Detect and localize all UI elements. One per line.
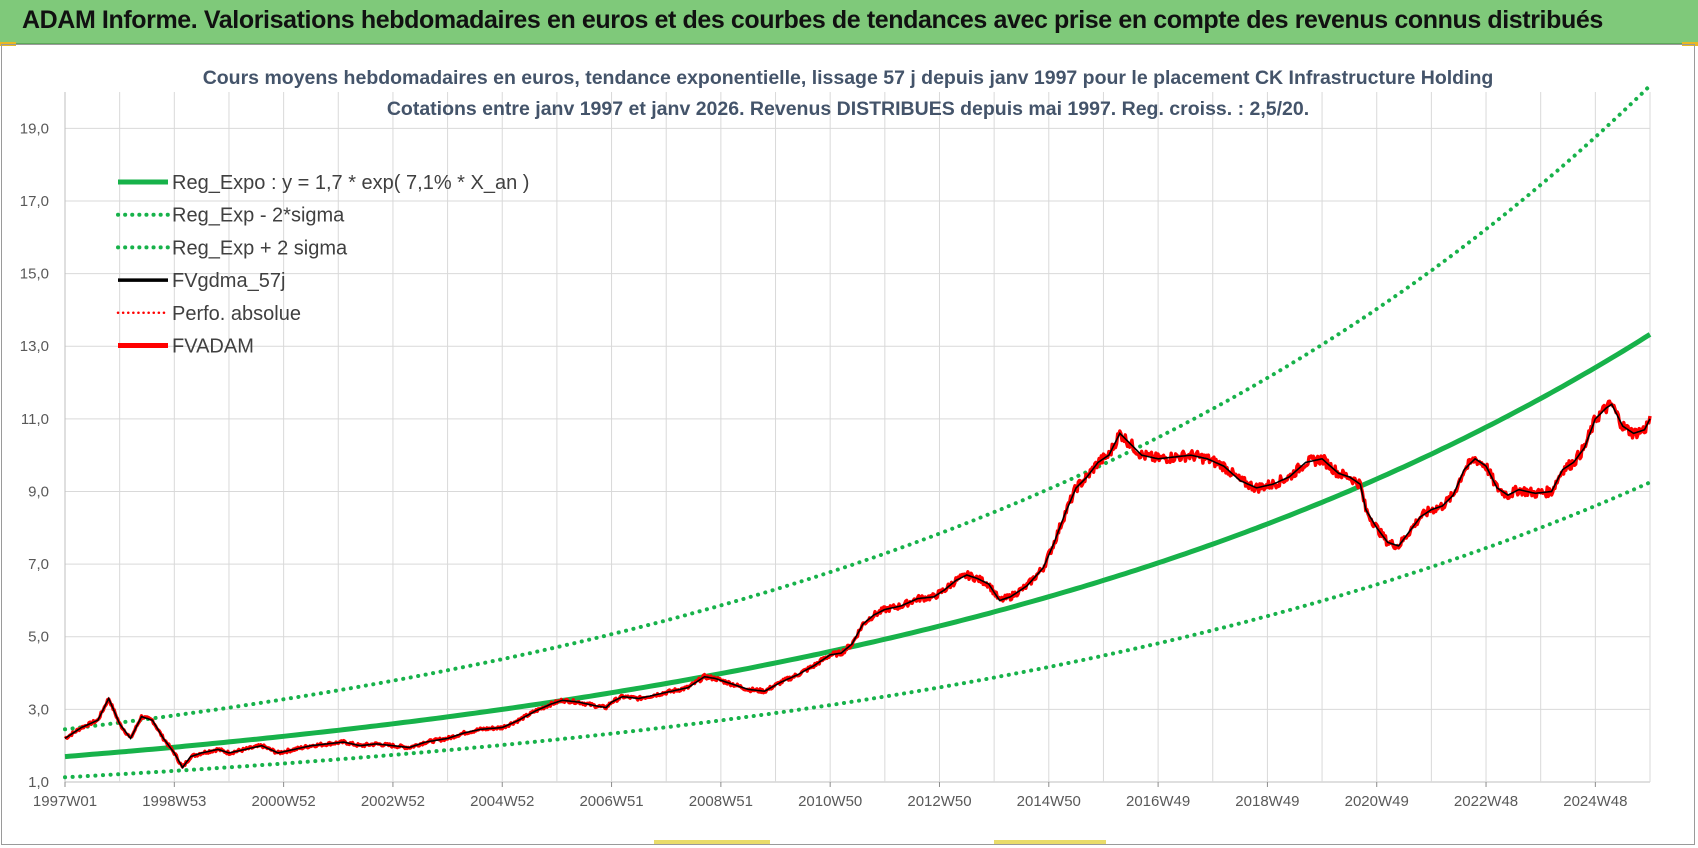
- chart-canvas: 1,0 3,0 5,0 7,0 9,0 11,0 13,0 15,0 17,0 19,0 1997…: [20, 67, 1652, 810]
- y-tick-label: 5,0: [28, 629, 49, 646]
- y-tick-label: 3,0: [28, 701, 49, 718]
- legend-label: FVADAM: [172, 336, 254, 358]
- y-tick-label: 1,0: [28, 774, 49, 791]
- chart-title-line2: Cotations entre janv 1997 et janv 2026. …: [387, 98, 1309, 120]
- y-tick-label: 13,0: [20, 338, 49, 355]
- series-layer: [63, 83, 1652, 780]
- y-axis: 1,0 3,0 5,0 7,0 9,0 11,0 13,0 15,0 17,0 19,0: [20, 120, 49, 791]
- bottom-tab-1: [654, 840, 770, 844]
- x-tick-label: 2000W52: [252, 793, 316, 810]
- y-tick-label: 7,0: [28, 556, 49, 573]
- legend-label: Reg_Exp + 2 sigma: [172, 237, 348, 259]
- x-tick-label: 2008W51: [689, 793, 753, 810]
- legend: Reg_Expo : y = 1,7 * exp( 7,1% * X_an ) R…: [116, 172, 529, 358]
- x-tick-label: 2014W50: [1017, 793, 1081, 810]
- series-reg-plus-2sigma: [63, 83, 1652, 732]
- legend-label: Reg_Expo : y = 1,7 * exp( 7,1% * X_an ): [172, 172, 529, 194]
- report-banner: ADAM Informe. Valorisations hebdomadaire…: [0, 0, 1698, 44]
- x-tick-label: 2016W49: [1126, 793, 1190, 810]
- y-tick-label: 15,0: [20, 266, 49, 283]
- grid: [64, 92, 1651, 783]
- x-tick-label: 1997W01: [33, 793, 97, 810]
- x-tick-label: 2010W50: [798, 793, 862, 810]
- x-axis: 1997W01 1998W53 2000W52 2002W52 2004W52 2006W…: [33, 782, 1627, 810]
- legend-label: FVgdma_57j: [172, 270, 285, 292]
- series-fvgdma-57j: [64, 403, 1651, 769]
- legend-label: Perfo. absolue: [172, 303, 301, 325]
- y-tick-label: 19,0: [20, 120, 49, 137]
- x-tick-label: 2004W52: [470, 793, 534, 810]
- x-tick-label: 2022W48: [1454, 793, 1518, 810]
- x-tick-label: 1998W53: [142, 793, 206, 810]
- y-tick-label: 11,0: [21, 411, 49, 428]
- bottom-tab-2: [994, 840, 1106, 844]
- x-tick-label: 2024W48: [1563, 793, 1627, 810]
- series-reg-expo: [64, 332, 1652, 760]
- series-reg-minus-2sigma: [63, 480, 1652, 780]
- x-tick-label: 2018W49: [1235, 793, 1299, 810]
- x-tick-label: 2012W50: [907, 793, 971, 810]
- y-tick-label: 17,0: [20, 193, 49, 210]
- report-title: ADAM Informe. Valorisations hebdomadaire…: [22, 6, 1603, 34]
- x-tick-label: 2020W49: [1345, 793, 1409, 810]
- series-fvadam: [63, 399, 1652, 769]
- legend-label: Reg_Exp - 2*sigma: [172, 205, 345, 227]
- x-tick-label: 2002W52: [361, 793, 425, 810]
- y-tick-label: 9,0: [28, 483, 49, 500]
- x-tick-label: 2006W51: [579, 793, 643, 810]
- chart-frame: 1,0 3,0 5,0 7,0 9,0 11,0 13,0 15,0 17,0 19,0 1997…: [1, 44, 1695, 845]
- chart-title-line1: Cours moyens hebdomadaires en euros, ten…: [203, 67, 1494, 89]
